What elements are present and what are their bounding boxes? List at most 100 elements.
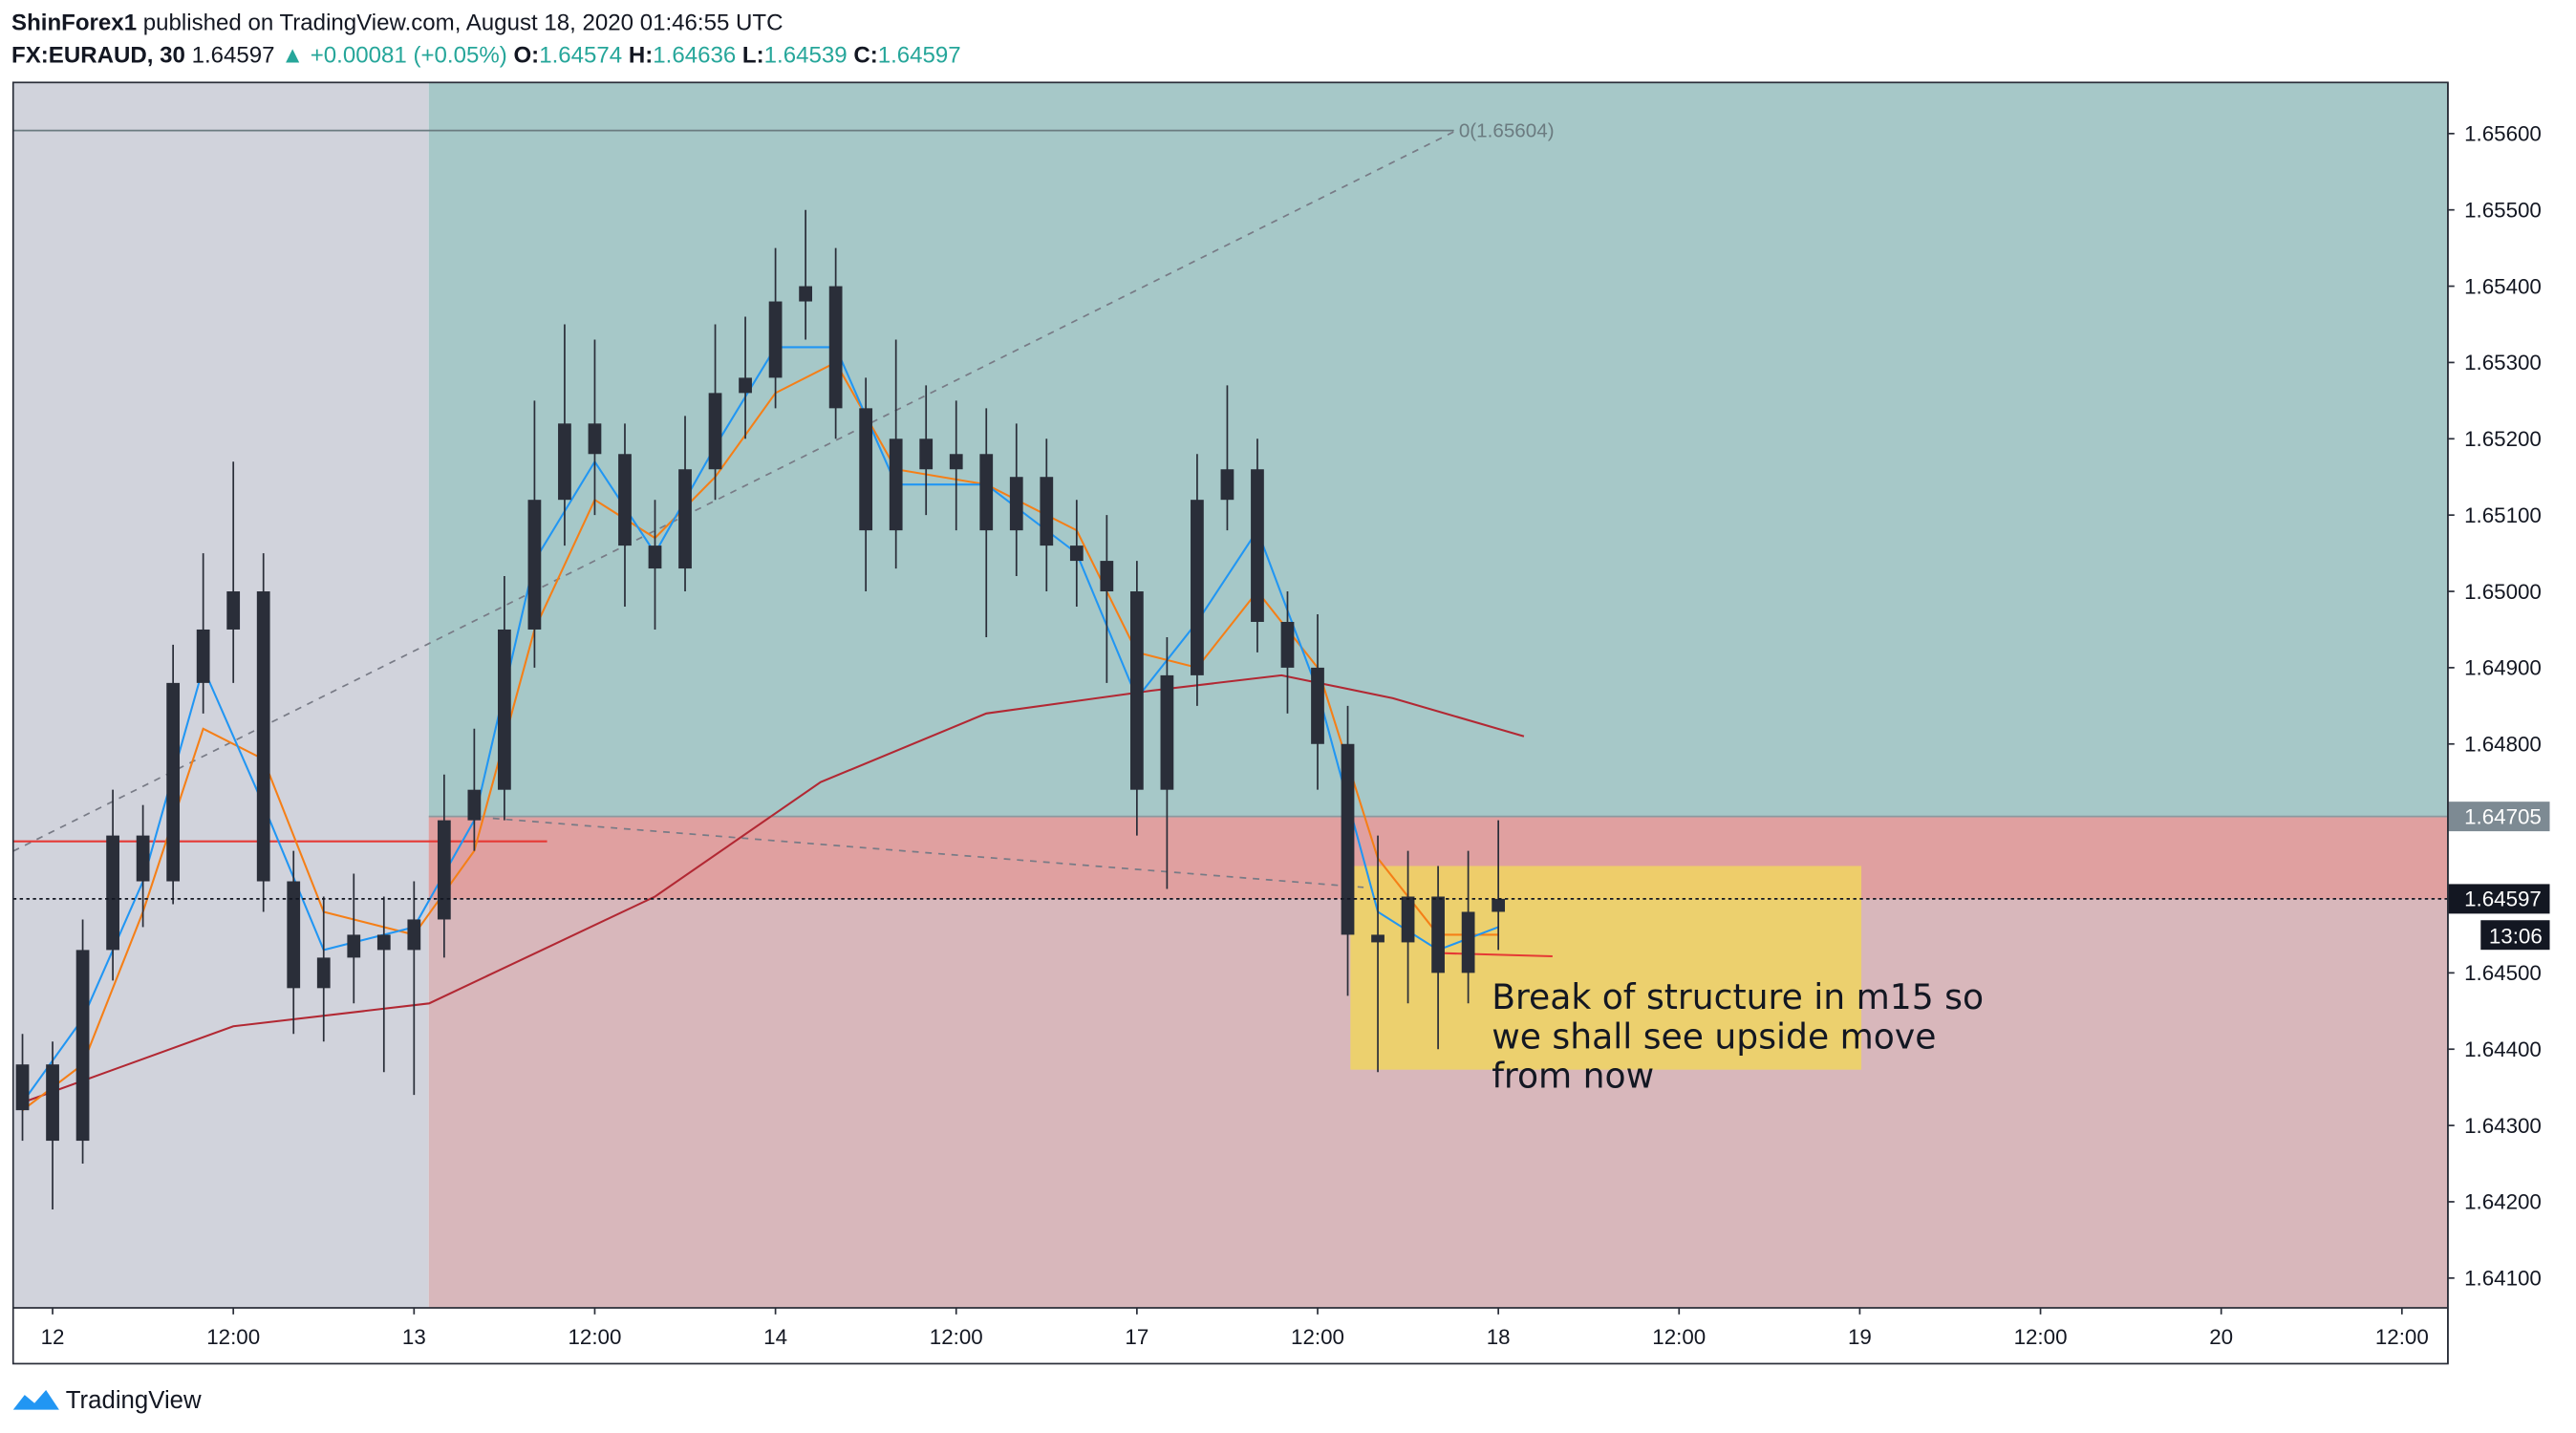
candle-body <box>1371 934 1385 943</box>
candle-body <box>1311 667 1324 744</box>
countdown-label: 13:06 <box>2489 924 2543 948</box>
countdown-badge <box>2480 920 2550 951</box>
candle-body <box>75 950 90 1142</box>
trend-line <box>492 817 1364 888</box>
x-tick-label: 12:00 <box>2375 1325 2429 1349</box>
x-tick-label: 17 <box>1125 1325 1148 1349</box>
candle-body <box>1069 545 1084 562</box>
candle-body <box>1341 743 1355 935</box>
annotation-text: from now <box>1492 1056 1654 1097</box>
l-label: L: <box>742 43 764 69</box>
candle-body <box>1100 561 1114 592</box>
publish-line: ShinForex1 published on TradingView.com,… <box>11 10 783 35</box>
y-tick-label: 1.65400 <box>2464 274 2542 298</box>
candle-body <box>1220 469 1234 501</box>
candle-body <box>407 919 421 951</box>
logo: TradingView <box>12 1387 202 1414</box>
y-tick-label: 1.64500 <box>2464 961 2542 985</box>
x-tick-label: 19 <box>1848 1325 1872 1349</box>
candle-body <box>1280 621 1295 668</box>
candle-body <box>558 423 571 501</box>
candle-body <box>1461 911 1475 973</box>
c: 1.64597 <box>878 43 961 69</box>
candle-body <box>498 629 511 790</box>
candle-body <box>1251 469 1264 622</box>
entry-badge <box>2447 802 2550 832</box>
candle-body <box>136 835 150 882</box>
candle-body <box>106 835 119 951</box>
candle-body <box>708 393 722 470</box>
annotation-text: Break of structure in m15 so <box>1492 976 1984 1017</box>
y-tick-label: 1.65300 <box>2464 351 2542 374</box>
candle-body <box>859 408 873 531</box>
published: published on TradingView.com, August 18,… <box>143 10 784 35</box>
fib-label: 0(1.65604) <box>1459 120 1555 142</box>
candle-body <box>437 820 451 920</box>
candle-body <box>1401 896 1415 943</box>
annotation-text: we shall see upside move <box>1492 1016 1936 1057</box>
candle-body <box>919 438 934 470</box>
y-tick-label: 1.64900 <box>2464 656 2542 680</box>
candle-body <box>1040 477 1054 546</box>
x-tick-label: 14 <box>763 1325 787 1349</box>
candle-body <box>1129 591 1144 790</box>
entry-badge-label: 1.64705 <box>2464 804 2542 828</box>
candle-body <box>889 438 903 531</box>
y-tick-label: 1.65000 <box>2464 580 2542 604</box>
price-badge-label: 1.64597 <box>2464 888 2542 911</box>
candle-body <box>316 957 331 989</box>
pre-range <box>12 82 429 1308</box>
candle-body <box>287 881 301 989</box>
y-tick-label: 1.65600 <box>2464 122 2542 146</box>
level-line <box>1437 952 1553 958</box>
candle-body <box>1191 500 1204 675</box>
candle-body <box>256 591 270 882</box>
symbol: FX:EURAUD, 30 <box>11 43 185 69</box>
price-badge <box>2447 884 2550 914</box>
y-tick-label: 1.64200 <box>2464 1190 2542 1214</box>
candle-body <box>347 934 361 958</box>
trend-line <box>12 131 1455 852</box>
o-label: O: <box>513 43 539 69</box>
x-tick-label: 12:00 <box>930 1325 983 1349</box>
x-tick-label: 12 <box>41 1325 65 1349</box>
candle-body <box>588 423 602 455</box>
y-tick-label: 1.65200 <box>2464 427 2542 451</box>
candle-body <box>828 286 843 409</box>
candle-body <box>768 301 783 378</box>
y-tick-label: 1.64100 <box>2464 1267 2542 1291</box>
candle-body <box>1160 674 1174 790</box>
candle-body <box>166 682 181 882</box>
candle-body <box>15 1064 30 1111</box>
logo-icon <box>12 1389 59 1410</box>
candle-body <box>979 454 994 531</box>
candle-body <box>527 500 542 630</box>
h-label: H: <box>629 43 653 69</box>
x-tick-label: 20 <box>2209 1325 2233 1349</box>
y-tick-label: 1.64400 <box>2464 1037 2542 1061</box>
author: ShinForex1 <box>11 10 137 35</box>
x-tick-label: 18 <box>1487 1325 1511 1349</box>
o: 1.64574 <box>539 43 622 69</box>
candle-body <box>678 469 692 569</box>
candle-body <box>1009 477 1023 531</box>
candle-body <box>1492 898 1506 912</box>
change: ▲ +0.00081 (+0.05%) <box>281 43 507 69</box>
y-tick-label: 1.64800 <box>2464 733 2542 757</box>
y-tick-label: 1.65500 <box>2464 198 2542 222</box>
h: 1.64636 <box>653 43 736 69</box>
candle-body <box>618 454 632 546</box>
candle-body <box>226 591 241 630</box>
x-tick-label: 12:00 <box>206 1325 260 1349</box>
y-tick-label: 1.64300 <box>2464 1114 2542 1138</box>
x-tick-label: 12:00 <box>2014 1325 2068 1349</box>
candle-body <box>949 454 963 470</box>
x-tick-label: 12:00 <box>1652 1325 1706 1349</box>
candle-body <box>467 789 482 821</box>
x-tick-label: 12:00 <box>1291 1325 1344 1349</box>
candle-body <box>196 629 210 683</box>
candle-body <box>1431 896 1445 973</box>
c-label: C: <box>853 43 877 69</box>
candle-body <box>648 545 662 569</box>
